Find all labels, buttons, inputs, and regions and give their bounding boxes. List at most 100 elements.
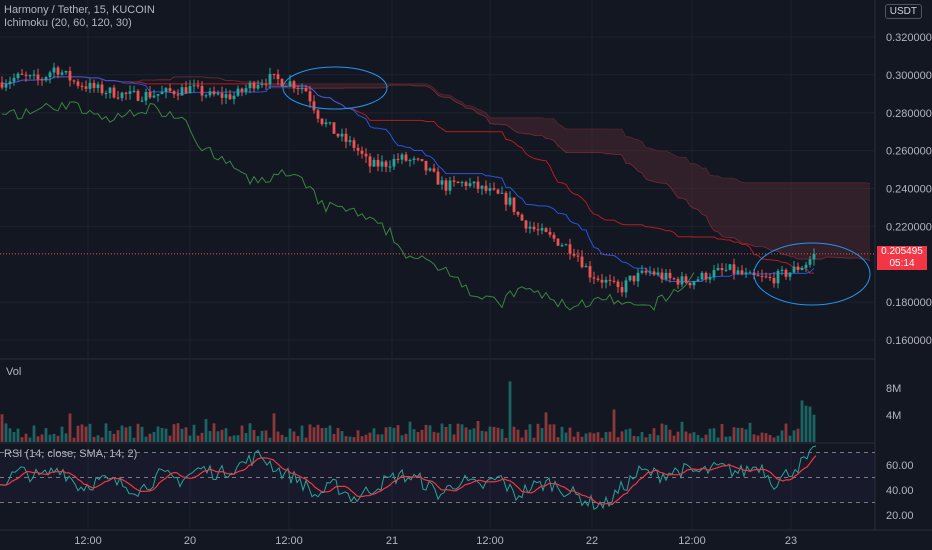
volume-bar [76,425,80,442]
candle-body [676,278,680,285]
volume-bar [436,432,440,442]
candle-body [352,140,356,148]
volume-bar [392,427,396,442]
candle-body [500,192,504,194]
candle-body [472,181,476,184]
price-tick-label: 0.280000 [886,108,932,120]
candle-body [780,269,784,271]
candle-body [36,74,40,80]
candle-body [228,94,232,100]
volume-bar [224,428,228,442]
volume-bar [548,424,552,442]
volume-bar [596,432,600,442]
volume-bar [128,426,132,442]
volume-bar [696,435,700,442]
volume-bar [416,431,420,442]
candle-body [528,226,532,229]
candle-body [72,80,76,82]
candle-body [520,214,524,221]
volume-bar [476,421,480,442]
volume-legend[interactable]: Vol [6,366,22,378]
candle-body [84,86,88,89]
volume-bar [268,437,272,442]
volume-bar [468,429,472,442]
candle-body [516,212,520,215]
candle-body [796,266,800,270]
candle-body [256,85,260,89]
candle-body [576,255,580,257]
volume-bar [808,406,812,442]
candle-body [588,266,592,278]
time-tick-label: 12:00 [275,535,303,547]
volume-bar [660,423,664,442]
candle-body [712,270,716,278]
volume-bar [132,437,136,442]
candle-body [504,192,508,205]
volume-bar [504,437,508,442]
candle-body [560,245,564,247]
volume-bar [260,430,264,442]
candle-body [716,268,720,271]
volume-bar [428,425,432,442]
candle-body [620,287,624,293]
candle-body [720,268,724,271]
candle-body [536,229,540,231]
volume-bar [704,434,708,442]
candle-body [152,95,156,98]
volume-bar [684,431,688,442]
volume-bar [360,436,364,442]
candle-body [488,188,492,191]
price-tick-label: 0.180000 [886,297,932,309]
candle-body [548,231,552,235]
candle-body [772,277,776,284]
candle-body [100,84,104,94]
candle-body [804,264,808,268]
rsi-tick-label: 40.00 [886,485,914,497]
candle-body [316,110,320,119]
volume-bar [16,428,20,442]
currency-button[interactable]: USDT [884,4,922,19]
candle-body [704,272,708,280]
candle-body [204,95,208,97]
candle-body [372,159,376,167]
candle-body [412,158,416,161]
volume-bar [72,437,76,442]
candle-body [784,269,788,277]
volume-bar [336,427,340,442]
candle-body [492,188,496,190]
candle-body [280,79,284,87]
candle-body [144,91,148,101]
rsi-ma-line [0,455,817,506]
candle-body [480,185,484,189]
volume-bar [452,434,456,442]
candle-body [404,154,408,161]
volume-bar [724,436,728,442]
volume-bar [488,426,492,442]
volume-bar [792,430,796,442]
ichimoku-legend[interactable]: Ichimoku (20, 60, 120, 30) [4,17,132,29]
candle-body [80,85,84,87]
volume-bar [364,434,368,442]
candle-body [0,82,4,88]
candle-body [652,271,656,275]
volume-bar [56,435,60,442]
volume-bar [492,426,496,442]
volume-bar [528,424,532,442]
price-tick-label: 0.260000 [886,146,932,158]
time-tick-label: 12:00 [476,535,504,547]
volume-bar [712,428,716,442]
price-tick-label: 0.160000 [886,335,932,347]
volume-bar [104,423,108,442]
candle-body [564,244,568,246]
time-tick-label: 23 [785,535,797,547]
rsi-legend[interactable]: RSI (14, close, SMA, 14, 2) [4,448,138,460]
candle-body [200,85,204,96]
candle-body [48,72,52,78]
volume-bar [748,422,752,442]
candle-body [212,91,216,95]
volume-bar [8,428,12,442]
candle-body [592,277,596,279]
candle-body [376,159,380,167]
candle-body [468,183,472,187]
